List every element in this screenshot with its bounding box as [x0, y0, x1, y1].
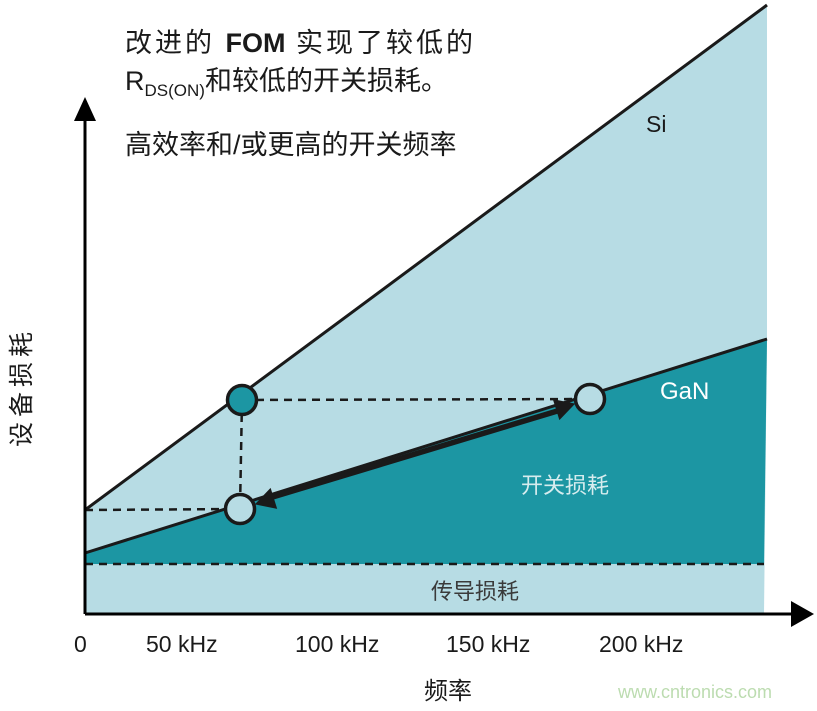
svg-text:200 kHz: 200 kHz [599, 631, 683, 657]
svg-text:Si: Si [646, 111, 666, 137]
svg-text:频率: 频率 [424, 678, 472, 705]
svg-text:传导损耗: 传导损耗 [431, 579, 519, 604]
svg-text:改进的 FOM 实现了较低的: 改进的 FOM 实现了较低的 [125, 28, 476, 58]
svg-text:150 kHz: 150 kHz [446, 631, 530, 657]
svg-text:www.cntronics.com: www.cntronics.com [617, 682, 772, 702]
svg-text:GaN: GaN [660, 378, 709, 405]
svg-text:开关损耗: 开关损耗 [521, 473, 609, 498]
svg-text:高效率和/或更高的开关频率: 高效率和/或更高的开关频率 [125, 130, 457, 160]
svg-text:设备损耗: 设备损耗 [8, 327, 36, 447]
svg-text:50 kHz: 50 kHz [146, 631, 218, 657]
svg-text:100 kHz: 100 kHz [295, 631, 379, 657]
svg-text:0: 0 [74, 631, 87, 657]
